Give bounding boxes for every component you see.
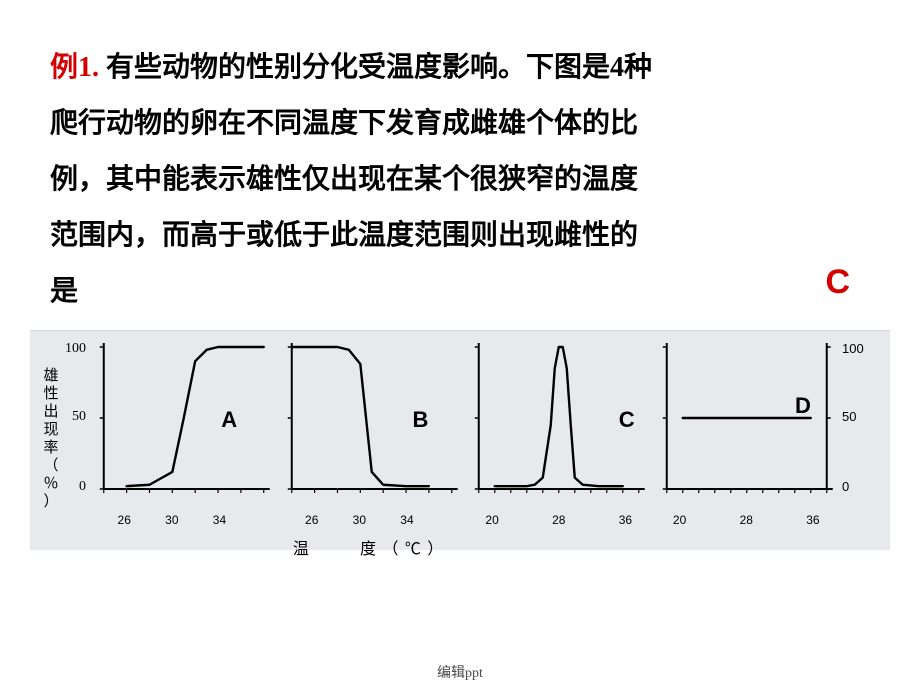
rytick-100: 100 xyxy=(842,341,864,356)
question-line-3: 例，其中能表示雄性仅出现在某个很狭窄的温度 xyxy=(50,164,638,195)
right-y-axis: 100 50 0 xyxy=(840,339,880,519)
chart-strip: 100 50 0 雄性出现率（％） A 263034 B 263034 温 度（… xyxy=(30,330,890,550)
chart-panel-b: B 263034 温 度（℃） xyxy=(278,339,466,519)
y-axis-label: 雄性出现率（％） xyxy=(42,367,60,511)
ytick-100: 100 xyxy=(65,341,86,357)
chart-panel-a: A 263034 xyxy=(90,339,278,519)
question-line-2: 爬行动物的卵在不同温度下发育成雌雄个体的比 xyxy=(50,108,638,139)
panel-label-a: A xyxy=(221,407,237,433)
question-line-5: 是 xyxy=(50,276,78,307)
footer-text: 编辑ppt xyxy=(0,662,920,682)
y-axis-block: 100 50 0 雄性出现率（％） xyxy=(40,339,90,544)
panel-label-b: B xyxy=(413,407,429,433)
x-axis-label: 温 度（℃） xyxy=(293,535,450,559)
question-block: 例1. 有些动物的性别分化受温度影响。下图是4种 爬行动物的卵在不同温度下发育成… xyxy=(0,0,920,330)
chart-svg-a xyxy=(90,339,278,519)
panel-label-d: D xyxy=(795,393,811,419)
question-line-4: 范围内，而高于或低于此温度范围则出现雌性的 xyxy=(50,220,638,251)
chart-svg-d xyxy=(653,339,841,519)
rytick-50: 50 xyxy=(842,409,856,424)
answer-letter: C xyxy=(825,248,850,316)
question-line-1: 有些动物的性别分化受温度影响。下图是4种 xyxy=(106,52,652,83)
example-label: 例1. xyxy=(50,52,99,83)
rytick-0: 0 xyxy=(842,479,849,494)
panel-label-c: C xyxy=(619,407,635,433)
chart-panel-c: C 202836 xyxy=(465,339,653,519)
chart-panel-d: D 202836 xyxy=(653,339,841,519)
ytick-0: 0 xyxy=(79,479,86,495)
chart-svg-b xyxy=(278,339,466,519)
ytick-50: 50 xyxy=(72,409,86,425)
